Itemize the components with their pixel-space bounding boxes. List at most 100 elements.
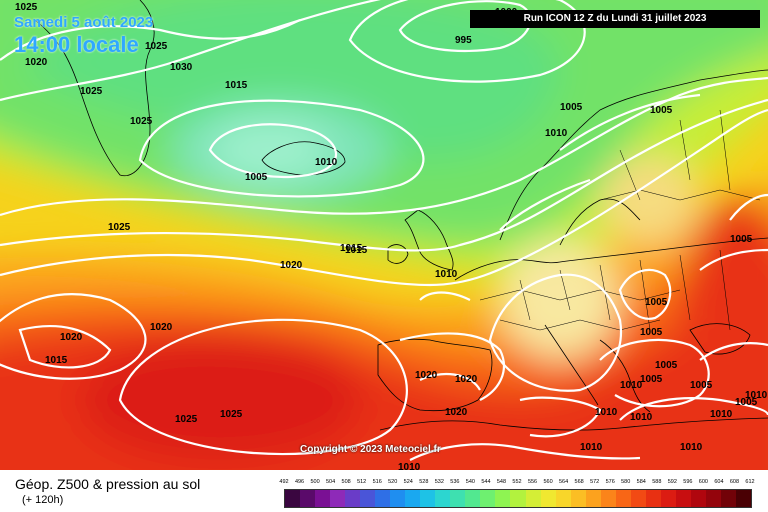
- isobar-label: 1020: [280, 260, 303, 271]
- legend-tick-label: 556: [527, 479, 538, 485]
- isobar-label: 1020: [415, 370, 438, 381]
- color-scale-swatch: [300, 490, 316, 507]
- color-scale-swatch: [330, 490, 346, 507]
- legend-tick-label: 584: [636, 479, 646, 485]
- color-scale-swatch: [735, 490, 751, 507]
- isobar-label: 1010: [595, 407, 618, 418]
- color-scale-swatch: [645, 490, 661, 507]
- legend-tick-label: 504: [326, 479, 336, 485]
- british-isles-coast: [404, 209, 454, 271]
- isobar-label: 1005: [650, 105, 673, 116]
- color-scale-swatch: [675, 490, 691, 507]
- color-scale-swatch: [540, 490, 556, 507]
- isobar-label: 1020: [60, 332, 83, 343]
- isobar-label: 1010: [710, 409, 733, 420]
- legend-tick-label: 568: [574, 479, 584, 485]
- isobar-line: [599, 338, 710, 408]
- italy-coast: [544, 324, 599, 406]
- legend-tick-label: 548: [496, 479, 507, 485]
- color-scale-swatch: [705, 490, 721, 507]
- color-scale-swatch: [375, 490, 391, 507]
- isobars: [0, 0, 768, 461]
- isobar-line: [699, 248, 768, 271]
- isobar-line: [488, 273, 623, 392]
- isobar-line: [0, 98, 768, 252]
- isobar-label: 1025: [175, 414, 198, 425]
- weather-map: 1000995102510301025102510151020102510051…: [0, 0, 768, 470]
- color-scale-swatch: [600, 490, 616, 507]
- continental-coast: [454, 237, 768, 281]
- black-sea-coast: [689, 323, 751, 355]
- color-scale-swatch: [720, 490, 736, 507]
- isobar-line: [0, 293, 147, 380]
- isobar-line: [499, 178, 591, 231]
- color-scale-swatch: [405, 490, 421, 507]
- isobar-line: [729, 193, 768, 221]
- color-scale: [284, 489, 752, 508]
- ireland-coast: [387, 244, 409, 264]
- isobar-label: 1025: [130, 116, 153, 127]
- iceland-coast: [261, 141, 346, 176]
- legend-tick-label: 612: [745, 479, 755, 485]
- isobar-label: 1015: [345, 245, 368, 256]
- isobar-line: [619, 397, 768, 421]
- legend-tick-label: 588: [652, 479, 662, 485]
- legend-tick-label: 576: [605, 479, 615, 485]
- isobar-line: [0, 108, 768, 287]
- color-scale-swatch: [510, 490, 526, 507]
- isobar-line: [699, 342, 768, 361]
- iberia-coast: [377, 338, 493, 412]
- isobar-label: 1025: [220, 409, 243, 420]
- isobar-line: [208, 123, 338, 179]
- legend-tick-label: 592: [667, 479, 677, 485]
- legend-tick-label: 540: [465, 479, 475, 485]
- isobar-label: 1020: [25, 57, 48, 68]
- scandinavia-coast: [499, 69, 768, 241]
- color-scale-swatch: [390, 490, 406, 507]
- color-scale-swatch: [450, 490, 466, 507]
- greenland-coast: [34, 0, 155, 177]
- isobar-label: 1005: [640, 374, 663, 385]
- isobar-line: [559, 93, 701, 151]
- legend-tick-label: 564: [559, 479, 569, 485]
- legend-tick-labels: 492 496 500 504 508 512 516 520 524 528 532 536 540 5…: [279, 479, 755, 489]
- color-scale-swatch: [435, 490, 451, 507]
- legend-tick-label: 608: [729, 479, 740, 485]
- isobar-label: 1005: [245, 172, 268, 183]
- isobar-line: [419, 291, 471, 301]
- isobar-label: 1010: [745, 390, 768, 401]
- legend-tick-label: 604: [714, 479, 724, 485]
- legend-tick-label: 544: [481, 479, 491, 485]
- legend-tick-label: 596: [683, 479, 693, 485]
- isobar-label: 1020: [455, 374, 478, 385]
- color-scale-swatch: [660, 490, 676, 507]
- isobar-line: [348, 0, 586, 83]
- isobar-label: 995: [455, 35, 472, 46]
- color-scale-swatch: [345, 490, 361, 507]
- map-canvas: 1000995102510301025102510151020102510051…: [0, 0, 768, 470]
- legend-tick-label: 536: [450, 479, 460, 485]
- isobar-label: 1005: [735, 397, 758, 408]
- isobar-line: [409, 443, 641, 461]
- legend-tick-label: 600: [698, 479, 708, 485]
- isobar-line: [519, 396, 602, 438]
- isobar-label: 1010: [435, 269, 458, 280]
- isobar-label: 1005: [640, 327, 663, 338]
- isobar-label: 1005: [690, 380, 713, 391]
- legend-tick-label: 492: [279, 479, 289, 485]
- isobar-label: 1010: [315, 157, 338, 168]
- legend-tick-label: 528: [419, 479, 429, 485]
- parameter-title: Géop. Z500 & pression au sol: [15, 476, 201, 492]
- isobar-label: 1010: [398, 462, 421, 470]
- isobar-line: [118, 318, 408, 456]
- color-scale-swatch: [465, 490, 481, 507]
- forecast-date: Samedi 5 août 2023: [14, 14, 154, 31]
- isobar-line: [138, 99, 425, 198]
- color-scale-swatch: [495, 490, 511, 507]
- isobar-label: 1030: [170, 62, 193, 73]
- color-scale-swatch: [585, 490, 601, 507]
- isobar-label: 1025: [80, 86, 103, 97]
- legend-tick-label: 552: [512, 479, 522, 485]
- color-scale-swatch: [690, 490, 706, 507]
- legend-panel: Géop. Z500 & pression au sol (+ 120h) 49…: [0, 470, 768, 512]
